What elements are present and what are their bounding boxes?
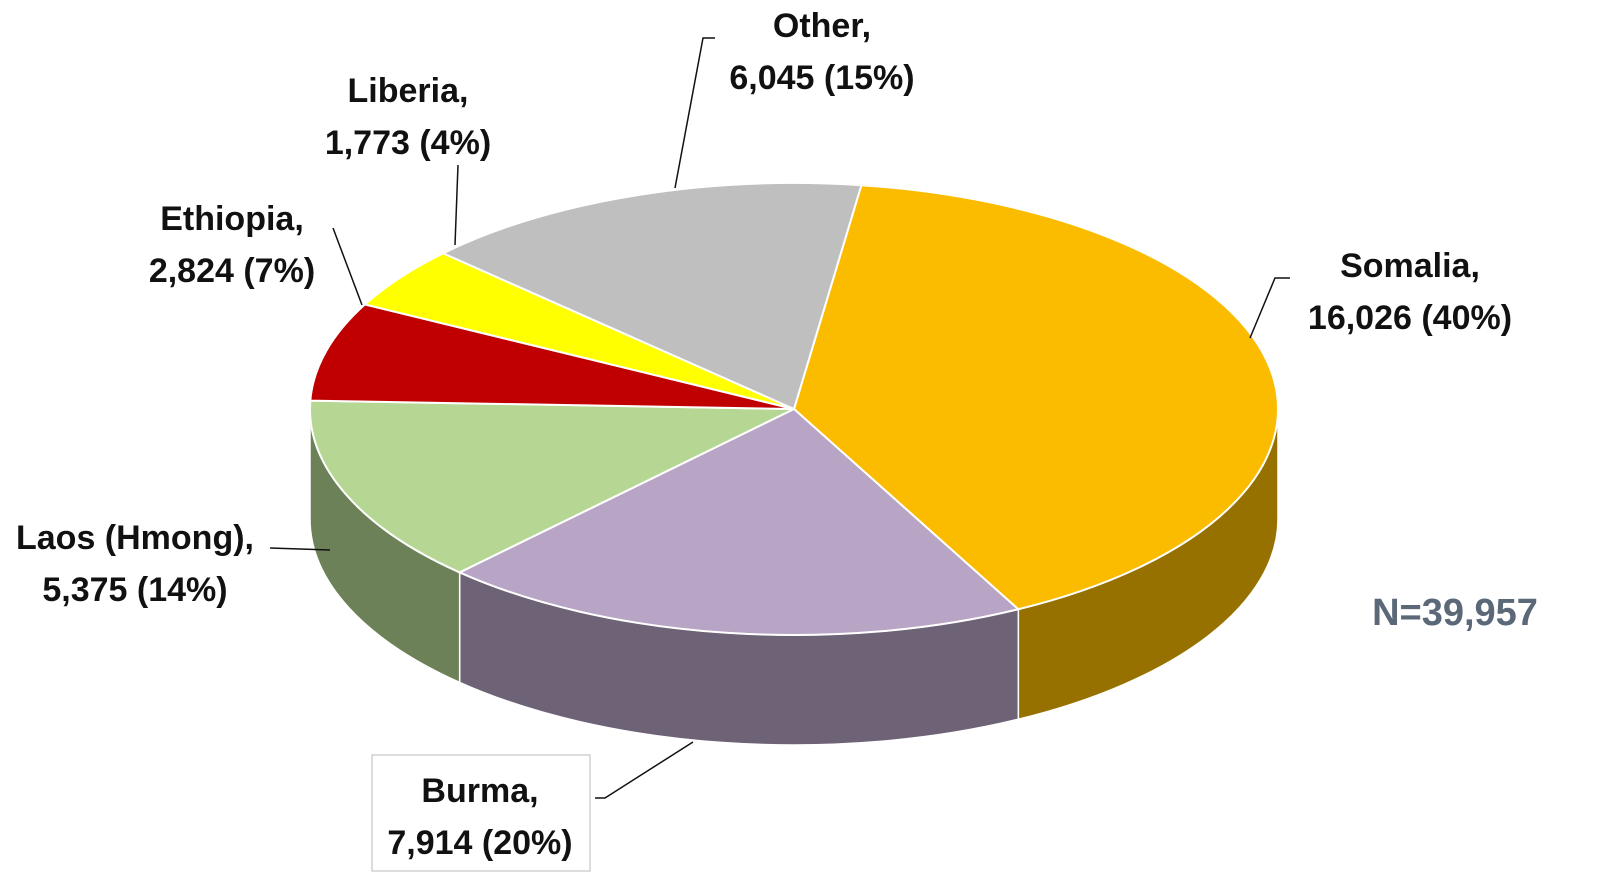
- slice-label: Liberia,: [348, 72, 469, 110]
- slice-value-label: 2,824 (7%): [149, 252, 315, 290]
- leader-line: [1249, 277, 1290, 339]
- leader-line: [674, 37, 715, 189]
- slice: [309, 303, 795, 410]
- slice: [309, 399, 795, 574]
- slice-label: Laos (Hmong),: [16, 519, 254, 557]
- label-box: [371, 754, 591, 872]
- slice: [457, 407, 1021, 636]
- slice-label: Other,: [773, 7, 871, 45]
- leader-line: [454, 164, 459, 246]
- slice-value-label: 16,026 (40%): [1308, 299, 1512, 337]
- slice-label: Ethiopia,: [160, 200, 304, 238]
- leader-line: [332, 227, 363, 306]
- slice-label: Burma,: [421, 772, 538, 810]
- leader-line: [269, 547, 331, 551]
- annotation: N=39,957: [1372, 592, 1538, 634]
- slice-value-label: 7,914 (20%): [387, 824, 572, 862]
- slice-value-label: 6,045 (15%): [729, 59, 914, 97]
- slice-value-label: 1,773 (4%): [325, 124, 491, 162]
- slice-value-label: 5,375 (14%): [42, 571, 227, 609]
- slice: [440, 182, 863, 411]
- leader-line: [595, 741, 694, 799]
- slice: [792, 184, 1280, 611]
- slice-label: Somalia,: [1340, 247, 1480, 285]
